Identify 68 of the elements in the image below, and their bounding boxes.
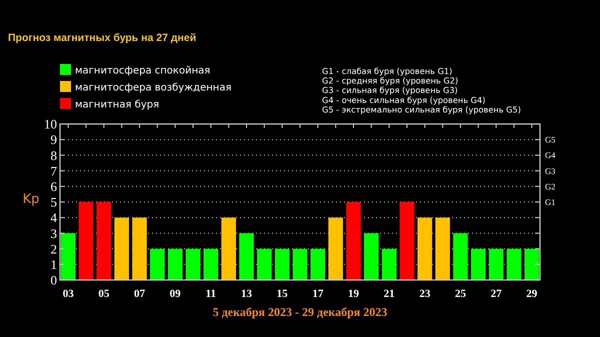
bar bbox=[60, 233, 76, 280]
bar bbox=[524, 248, 540, 280]
x-axis-title: 5 декабря 2023 - 29 декабря 2023 bbox=[212, 305, 388, 319]
bar bbox=[204, 248, 218, 280]
y-tick-label: 3 bbox=[50, 226, 57, 241]
x-tick-label: 19 bbox=[348, 288, 360, 300]
x-tick-label: 15 bbox=[276, 288, 288, 300]
text: G4 - очень сильная буря (уровень G4) bbox=[322, 94, 486, 105]
y-tick-label: 9 bbox=[50, 132, 57, 148]
bar bbox=[400, 202, 414, 280]
bar bbox=[132, 218, 147, 280]
y-tick-label: 6 bbox=[50, 178, 58, 194]
y-tick-label: 4 bbox=[50, 210, 58, 226]
y-tick-label: 7 bbox=[50, 163, 58, 178]
bar bbox=[96, 202, 112, 280]
chart-title: Прогноз магнитных бурь на 27 дней bbox=[8, 32, 196, 44]
bar bbox=[257, 248, 272, 280]
text: G3 bbox=[545, 166, 556, 176]
x-tick-label: 25 bbox=[454, 288, 466, 300]
bar bbox=[186, 248, 200, 280]
legend-label: магнитосфера возбужденная bbox=[75, 82, 232, 94]
x-tick-label: 07 bbox=[134, 288, 146, 300]
x-tick-label: 13 bbox=[241, 288, 253, 300]
bar bbox=[488, 248, 504, 280]
text: G5 bbox=[545, 134, 556, 145]
text: G5 - экстремально сильная буря (уровень G5) bbox=[322, 104, 521, 114]
text: G3 - сильная буря (уровень G3) bbox=[322, 85, 458, 96]
x-tick-label: 09 bbox=[170, 288, 182, 300]
bar bbox=[150, 248, 165, 280]
bar bbox=[470, 248, 486, 280]
bar bbox=[292, 248, 308, 280]
bar bbox=[382, 248, 396, 280]
bar bbox=[328, 218, 343, 280]
text: G2 - средняя буря (уровень G2) bbox=[322, 76, 458, 86]
bar bbox=[435, 218, 450, 280]
bar bbox=[239, 233, 254, 280]
bar bbox=[168, 248, 182, 280]
x-tick-label: 21 bbox=[384, 288, 395, 300]
y-tick-label: 8 bbox=[50, 148, 57, 163]
bar bbox=[453, 233, 468, 280]
x-tick-label: 05 bbox=[98, 288, 110, 300]
bar bbox=[114, 218, 130, 280]
bar bbox=[274, 248, 290, 280]
text: G1 - слабая буря (уровень G1) bbox=[322, 66, 452, 76]
x-tick-label: 27 bbox=[490, 288, 502, 300]
y-tick-label: 2 bbox=[50, 241, 57, 256]
y-tick-label: 10 bbox=[44, 116, 57, 132]
bar bbox=[364, 233, 379, 280]
bar bbox=[78, 202, 94, 280]
y-tick-label: 0 bbox=[50, 272, 57, 288]
y-tick-label: 1 bbox=[50, 256, 57, 272]
text: G2 bbox=[545, 181, 556, 192]
legend-label: магнитная буря bbox=[75, 100, 160, 110]
x-tick-label: 23 bbox=[419, 288, 431, 300]
bar bbox=[418, 218, 432, 280]
x-tick-label: 29 bbox=[526, 288, 538, 300]
x-tick-label: 11 bbox=[206, 288, 216, 300]
y-tick-label: 5 bbox=[50, 194, 57, 210]
bar bbox=[506, 248, 522, 280]
y-axis-title: Kp bbox=[22, 192, 40, 207]
bar bbox=[221, 218, 236, 280]
text: G1 bbox=[545, 196, 556, 207]
x-tick-label: 17 bbox=[312, 288, 324, 300]
text: G4 bbox=[545, 150, 556, 160]
bar bbox=[310, 248, 326, 280]
bar bbox=[346, 202, 361, 280]
x-tick-label: 03 bbox=[62, 288, 74, 300]
legend-label: магнитосфера спокойная bbox=[75, 66, 210, 76]
